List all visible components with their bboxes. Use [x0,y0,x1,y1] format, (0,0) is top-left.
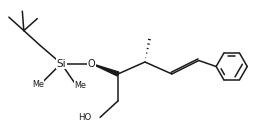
Text: Me: Me [74,81,86,90]
Polygon shape [91,63,119,76]
Text: HO: HO [78,113,91,122]
Text: O: O [87,58,95,69]
Text: Me: Me [32,80,44,89]
Text: Si: Si [56,58,66,69]
